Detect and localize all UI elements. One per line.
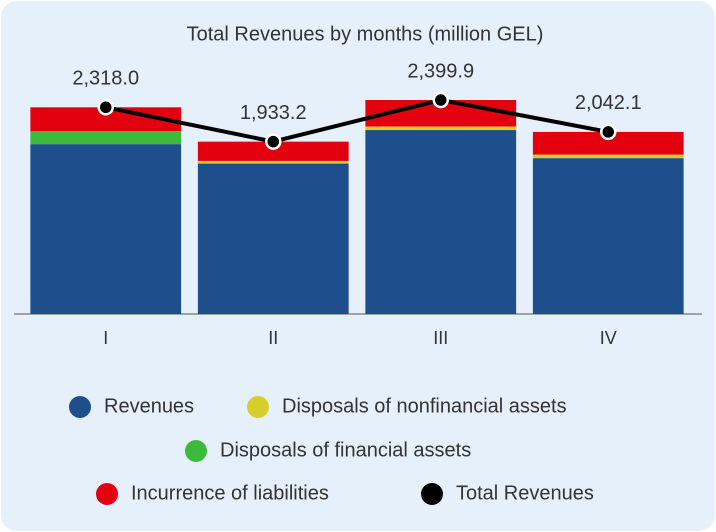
bar-segment <box>365 130 517 314</box>
total-point <box>432 91 449 109</box>
bar-segment <box>532 131 684 155</box>
bar-segment <box>30 144 182 314</box>
total-point <box>97 99 114 116</box>
legend-marker <box>185 440 207 462</box>
x-tick-label: II <box>268 328 278 348</box>
x-tick-label: IV <box>600 328 617 348</box>
legend-marker <box>69 396 91 418</box>
x-tick-label: I <box>103 328 108 348</box>
bar-segment <box>532 154 684 159</box>
legend-marker <box>247 396 269 418</box>
data-label: 2,318.0 <box>72 68 139 90</box>
bar-segment <box>532 158 684 314</box>
data-label: 2,042.1 <box>575 92 642 114</box>
legend-label: Disposals of nonfinancial assets <box>282 395 567 417</box>
data-label: 2,399.9 <box>407 60 474 82</box>
data-label: 1,933.2 <box>240 102 307 124</box>
legend-label: Incurrence of liabilities <box>131 482 329 504</box>
legend-marker <box>421 483 443 505</box>
legend-marker <box>96 483 118 505</box>
legend-label: Total Revenues <box>456 482 594 504</box>
chart-title: Total Revenues by months (million GEL) <box>187 23 544 45</box>
bar-segment <box>365 126 517 131</box>
bar-segment <box>30 131 182 145</box>
bar-segment <box>197 163 349 314</box>
total-point <box>600 123 617 141</box>
legend-label: Revenues <box>104 395 194 417</box>
bar-segment <box>197 141 349 161</box>
total-point <box>265 133 282 150</box>
x-tick-label: III <box>433 328 448 348</box>
legend-label: Disposals of financial assets <box>220 439 471 461</box>
bar-segment <box>197 160 349 164</box>
total-line <box>105 97 609 144</box>
